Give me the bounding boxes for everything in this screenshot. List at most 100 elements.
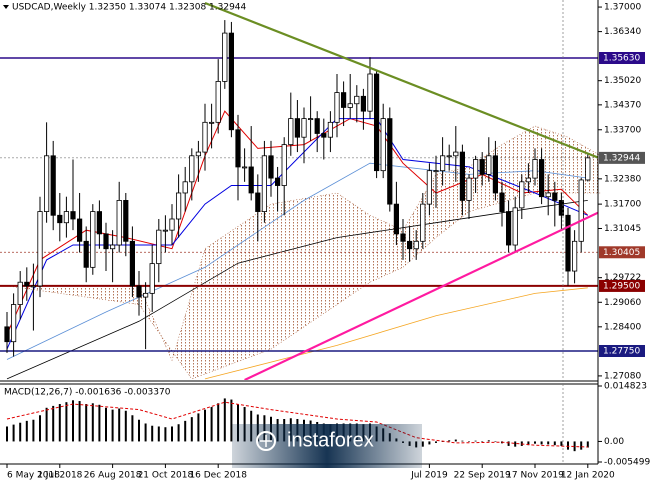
macd-bar [19,422,22,442]
macd-bar [32,419,35,442]
candle-body [268,155,274,179]
macd-bar [171,426,173,442]
candle-body [380,118,386,172]
y-tick-label: 1.27080 [604,371,641,381]
macd-bar [230,399,233,442]
macd-bar [164,427,167,442]
candle-body [261,155,268,212]
candle-body [162,229,168,232]
candle-body [175,192,182,220]
candle-body [472,159,479,179]
candle-body [519,181,525,209]
y-tick-label: -0.005499 [604,458,650,468]
candle-body [505,211,512,246]
macd-bar [507,441,510,446]
y-tick-label: 1.34370 [604,100,641,110]
macd-bar [461,440,464,442]
level-label-bg [599,151,645,164]
candle-body [433,170,439,173]
candle-body [558,200,565,216]
candle-body [400,233,406,242]
candle-body [142,292,149,298]
candle-body [222,32,228,82]
candle-body [486,155,492,175]
macd-bar [111,409,114,442]
macd-bar [138,419,140,442]
macd-bar [6,426,8,442]
macd-bar [45,407,48,442]
y-tick-label: 1.37000 [604,3,641,13]
macd-bar [52,405,55,442]
candle-body [578,179,584,242]
candle-body [136,285,142,298]
candle-body [466,177,472,201]
candle-body [83,240,89,268]
candle-body [367,73,373,112]
macd-bar [157,426,160,442]
candle-body [189,155,195,183]
candle-body [169,218,175,231]
candle-body [446,155,452,158]
candle-body [30,285,37,288]
macd-bar [237,404,239,442]
y-tick-label: 1.33700 [604,125,641,135]
macd-bar [204,409,206,442]
candle-body [4,326,10,343]
y-tick-label: 1.35020 [604,76,641,86]
candle-body [532,159,538,179]
macd-bar [421,441,424,447]
trendline [244,211,598,380]
x-tick-label: 6 May 2018 [7,471,60,481]
candle-body [37,211,43,287]
level-label: 1.35630 [603,54,640,64]
macd-bar [98,404,101,442]
macd-bar [448,440,451,442]
candle-body [70,211,76,220]
candle-body [545,192,551,198]
candle-body [241,166,248,169]
macd-bar [58,404,61,442]
macd-bar [177,424,180,442]
candle-body [347,103,353,108]
macd-bar [197,413,200,442]
macd-bar [580,441,583,450]
candle-body [334,92,340,123]
macd-bar [184,420,187,442]
y-tick-label: 1.31700 [604,200,641,210]
candle-body [426,170,433,205]
y-tick-label: 1.28400 [604,322,641,332]
level-label: 1.27750 [603,346,640,356]
macd-bar [487,440,490,442]
candle-body [406,240,413,250]
x-tick-label: 17 Nov 2019 [506,471,564,481]
candle-body [228,32,234,131]
x-tick-label: Jul 2019 [410,471,448,481]
macd-bar [573,441,576,452]
candle-body [439,155,446,172]
candle-body [202,121,208,153]
macd-bar [534,441,536,444]
candle-body [123,200,129,242]
candle-body [255,192,261,212]
candle-body [565,214,571,272]
candle-body [413,240,419,250]
level-label-bg [599,52,645,65]
macd-bar [223,398,226,442]
candle-body [96,211,102,235]
candle-body [499,192,505,212]
candle-body [552,192,558,201]
candle-body [274,177,281,186]
macd-bar [540,441,543,445]
macd-bar [217,403,220,442]
level-label: 1.30405 [603,248,640,258]
level-label: 1.32944 [603,153,640,163]
macd-bar [39,415,41,442]
candle-body [479,159,485,175]
macd-bar [91,403,94,442]
candle-body [57,214,63,224]
macd-bar [131,415,134,442]
candle-body [387,118,393,205]
watermark-text: instaforex [287,429,374,451]
candle-body [235,129,241,168]
